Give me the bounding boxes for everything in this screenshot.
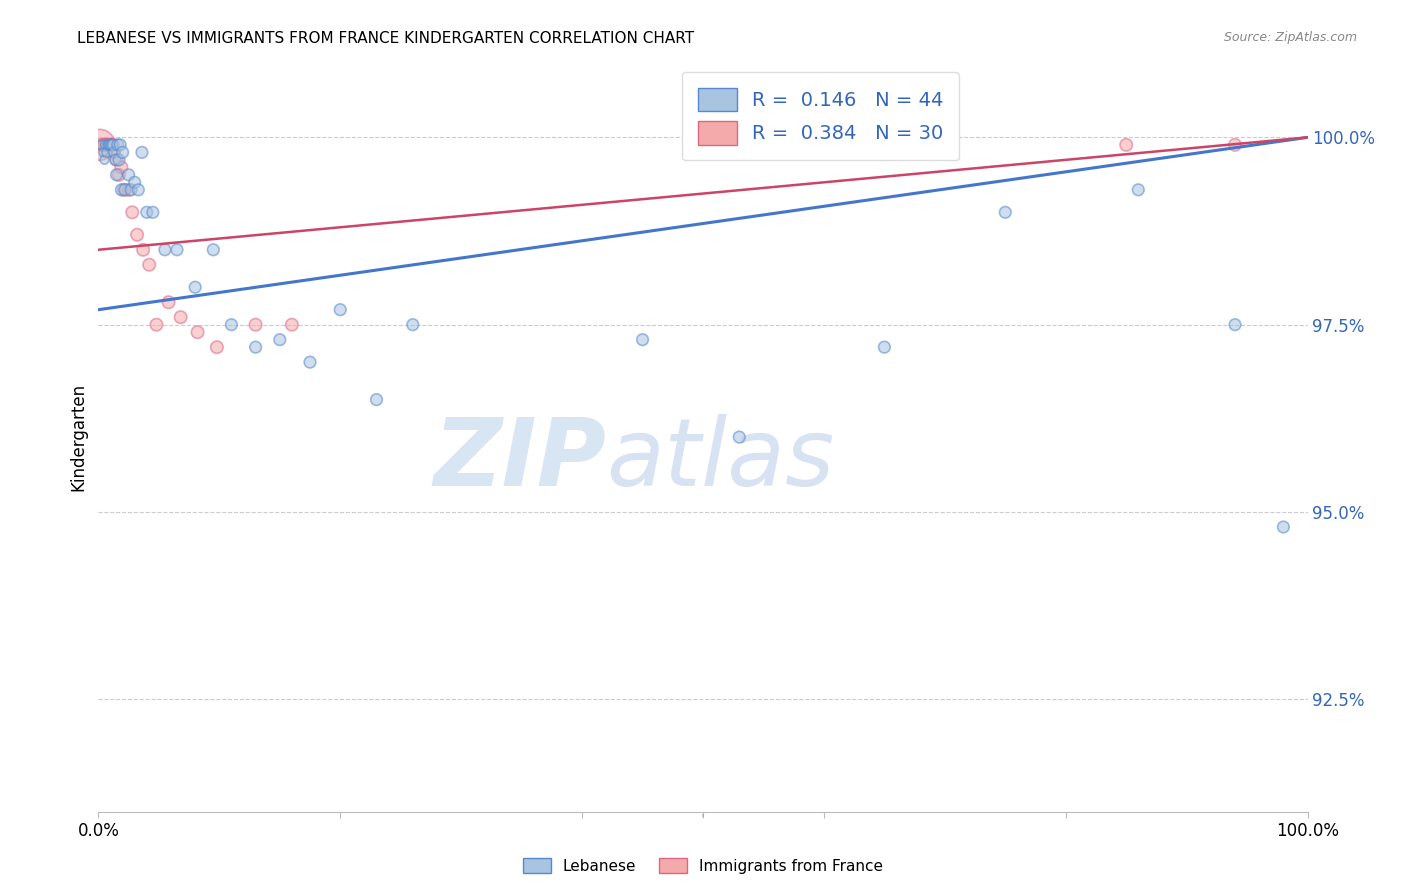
Point <box>728 430 751 444</box>
Point <box>205 340 228 354</box>
Point <box>299 355 322 369</box>
Point <box>127 227 149 242</box>
Point <box>1223 318 1246 332</box>
Point <box>107 137 129 152</box>
Text: atlas: atlas <box>606 414 835 505</box>
Point <box>100 137 122 152</box>
Point <box>108 137 131 152</box>
Point <box>105 153 128 167</box>
Point <box>366 392 388 407</box>
Point <box>98 137 121 152</box>
Point <box>202 243 225 257</box>
Y-axis label: Kindergarten: Kindergarten <box>69 383 87 491</box>
Point <box>245 318 267 332</box>
Legend: Lebanese, Immigrants from France: Lebanese, Immigrants from France <box>517 852 889 880</box>
Point <box>245 340 267 354</box>
Point <box>100 137 122 152</box>
Point <box>101 137 124 152</box>
Point <box>145 318 167 332</box>
Point <box>142 205 165 219</box>
Point <box>111 145 134 160</box>
Point <box>269 333 291 347</box>
Point <box>124 175 146 189</box>
Point <box>100 137 122 152</box>
Point <box>138 258 160 272</box>
Point <box>121 205 143 219</box>
Point <box>96 145 118 160</box>
Point <box>100 137 122 152</box>
Point <box>112 183 135 197</box>
Point <box>135 205 157 219</box>
Point <box>104 153 127 167</box>
Point <box>120 183 142 197</box>
Point <box>91 137 114 152</box>
Point <box>169 310 191 325</box>
Point <box>101 137 124 152</box>
Point <box>98 137 121 152</box>
Point <box>132 243 155 257</box>
Point <box>94 137 117 152</box>
Point <box>90 137 112 152</box>
Point <box>131 145 153 160</box>
Point <box>329 302 352 317</box>
Point <box>105 168 128 182</box>
Point <box>118 183 141 197</box>
Point <box>93 137 115 152</box>
Point <box>93 153 115 167</box>
Point <box>103 145 125 160</box>
Text: ZIP: ZIP <box>433 414 606 506</box>
Point <box>184 280 207 294</box>
Point <box>91 137 114 152</box>
Point <box>1128 183 1150 197</box>
Point <box>108 153 131 167</box>
Point <box>1115 137 1137 152</box>
Point <box>994 205 1017 219</box>
Point <box>103 145 125 160</box>
Point <box>91 145 114 160</box>
Point <box>118 168 141 182</box>
Point <box>114 183 136 197</box>
Point <box>96 137 118 152</box>
Point <box>873 340 896 354</box>
Point <box>187 325 209 339</box>
Point <box>157 295 180 310</box>
Point <box>281 318 304 332</box>
Legend: R =  0.146   N = 44, R =  0.384   N = 30: R = 0.146 N = 44, R = 0.384 N = 30 <box>682 72 959 161</box>
Point <box>402 318 425 332</box>
Point <box>108 168 131 182</box>
Point <box>153 243 176 257</box>
Text: Source: ZipAtlas.com: Source: ZipAtlas.com <box>1223 31 1357 45</box>
Point <box>127 183 149 197</box>
Point <box>97 137 120 152</box>
Point <box>110 161 132 175</box>
Point <box>221 318 243 332</box>
Point <box>110 183 132 197</box>
Point <box>166 243 188 257</box>
Point <box>94 137 117 152</box>
Point <box>1272 520 1295 534</box>
Point <box>97 137 120 152</box>
Text: LEBANESE VS IMMIGRANTS FROM FRANCE KINDERGARTEN CORRELATION CHART: LEBANESE VS IMMIGRANTS FROM FRANCE KINDE… <box>77 31 695 46</box>
Point <box>631 333 654 347</box>
Point <box>89 137 111 152</box>
Point <box>1223 137 1246 152</box>
